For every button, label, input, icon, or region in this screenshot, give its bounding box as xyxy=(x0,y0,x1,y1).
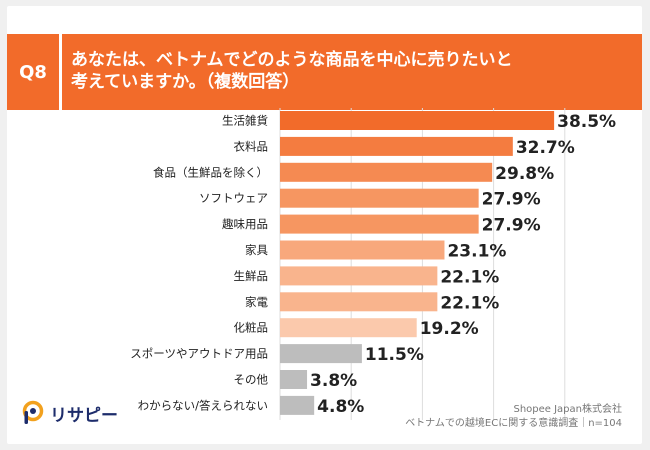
bar xyxy=(280,111,555,130)
category-label: その他 xyxy=(234,373,269,387)
bar xyxy=(280,266,438,286)
logo-text: リサピー xyxy=(50,405,118,426)
data-label: 19.2% xyxy=(420,319,479,339)
data-label: 22.1% xyxy=(440,267,499,287)
bar xyxy=(280,292,438,312)
data-label: 32.7% xyxy=(516,138,575,158)
survey-card: Q8 あなたは、ベトナムでどのような商品を中心に売りたいと 考えていますか。（複… xyxy=(7,6,642,444)
data-label: 4.8% xyxy=(317,397,364,417)
bar xyxy=(280,214,479,234)
category-label: 家具 xyxy=(245,243,268,257)
risapi-logo: リサピー xyxy=(22,400,118,426)
bar xyxy=(280,136,513,156)
question-text: あなたは、ベトナムでどのような商品を中心に売りたいと 考えていますか。（複数回答… xyxy=(71,50,513,92)
bar xyxy=(280,344,362,364)
credit-company: Shopee Japan株式会社 xyxy=(513,404,622,415)
category-label: スポーツやアウトドア用品 xyxy=(130,347,268,361)
category-label: 食品（生鮮品を除く） xyxy=(153,165,268,179)
credit-survey: ベトナムでの越境ECに関する意識調査｜n=104 xyxy=(405,418,622,429)
category-label: 化粧品 xyxy=(234,321,269,335)
data-label: 3.8% xyxy=(310,371,357,391)
category-label: ソフトウェア xyxy=(199,191,268,205)
risapi-logo-icon xyxy=(22,400,44,424)
category-label: 衣料品 xyxy=(234,139,269,153)
data-label: 22.1% xyxy=(440,293,499,313)
bar xyxy=(280,188,479,208)
question-number-badge: Q8 xyxy=(19,61,47,83)
data-label: 38.5% xyxy=(557,112,616,132)
category-label: 家電 xyxy=(245,295,268,309)
category-label: 生活雑貨 xyxy=(222,114,268,128)
data-label: 27.9% xyxy=(482,216,541,236)
credit: Shopee Japan株式会社 ベトナムでの越境ECに関する意識調査｜n=10… xyxy=(405,403,622,431)
question-header: Q8 あなたは、ベトナムでどのような商品を中心に売りたいと 考えていますか。（複… xyxy=(7,34,642,110)
bar xyxy=(280,395,315,415)
bar xyxy=(280,318,417,338)
data-label: 23.1% xyxy=(447,242,506,262)
bar xyxy=(280,240,445,260)
header-divider xyxy=(59,34,62,110)
bar xyxy=(280,162,493,182)
bar xyxy=(280,370,308,389)
category-label: 生鮮品 xyxy=(234,269,269,283)
data-label: 29.8% xyxy=(495,164,554,184)
category-label: わからない/答えられない xyxy=(138,398,268,412)
data-label: 11.5% xyxy=(365,345,424,365)
category-label: 趣味用品 xyxy=(222,217,268,231)
data-label: 27.9% xyxy=(482,190,541,210)
